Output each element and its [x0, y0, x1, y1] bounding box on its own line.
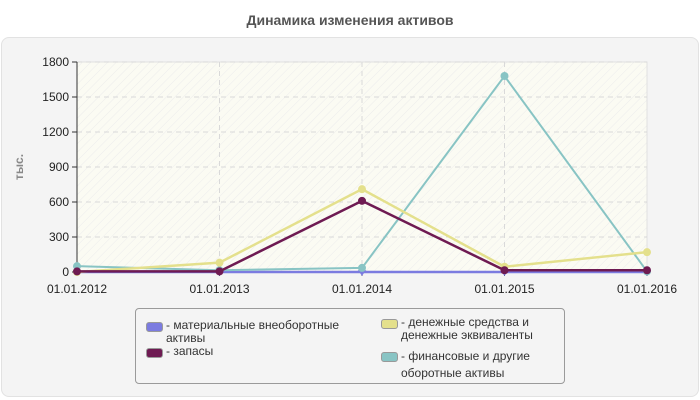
- legend-swatch-money: [381, 319, 398, 329]
- x-tick-label: 01.01.2013: [189, 282, 249, 296]
- data-point[interactable]: [643, 266, 651, 275]
- legend-label: - запасы: [166, 344, 214, 358]
- y-tick-label: 900: [49, 160, 69, 174]
- legend-item-zapasy: - запасы: [146, 345, 366, 358]
- data-point[interactable]: [358, 185, 366, 194]
- x-tick-label: 01.01.2015: [474, 282, 534, 296]
- legend-label: - финансовые и другие оборотные активы: [401, 349, 530, 380]
- y-tick-label: 1200: [42, 125, 69, 139]
- data-point[interactable]: [500, 266, 509, 275]
- chart-legend: - материальные внеоборотные активы - зап…: [135, 308, 565, 384]
- y-axis-label: тыс.: [12, 154, 26, 180]
- data-point[interactable]: [358, 270, 366, 276]
- legend-item-money: - денежные средства и денежные эквивален…: [381, 316, 571, 342]
- x-tick-label: 01.01.2014: [332, 282, 392, 296]
- y-tick-label: 300: [49, 230, 69, 244]
- legend-swatch-zapasy: [146, 348, 163, 358]
- line-chart: 0 300 600 900 1200 1500 1800 01.01.2012 01.01.20…: [12, 55, 677, 296]
- data-point[interactable]: [500, 72, 509, 80]
- y-tick-label: 1800: [42, 55, 69, 69]
- data-point[interactable]: [358, 263, 366, 272]
- legend-item-material: - материальные внеоборотные активы: [146, 319, 366, 345]
- data-point[interactable]: [73, 267, 81, 276]
- legend-label: - денежные средства и денежные эквивален…: [401, 315, 533, 342]
- legend-label: - материальные внеоборотные активы: [166, 318, 339, 345]
- x-tick-label: 01.01.2012: [47, 282, 107, 296]
- chart-title: Динамика изменения активов: [246, 12, 454, 28]
- data-point[interactable]: [643, 248, 651, 257]
- y-tick-label: 1500: [42, 90, 69, 104]
- y-tick-label: 0: [62, 265, 69, 279]
- legend-swatch-financial: [381, 352, 398, 362]
- data-point[interactable]: [215, 258, 224, 267]
- x-tick-label: 01.01.2016: [617, 282, 677, 296]
- legend-item-financial: - финансовые и другие оборотные активы: [381, 348, 551, 382]
- legend-swatch-material: [146, 322, 163, 332]
- data-point[interactable]: [215, 267, 224, 276]
- data-point[interactable]: [358, 196, 366, 205]
- y-tick-label: 600: [49, 195, 69, 209]
